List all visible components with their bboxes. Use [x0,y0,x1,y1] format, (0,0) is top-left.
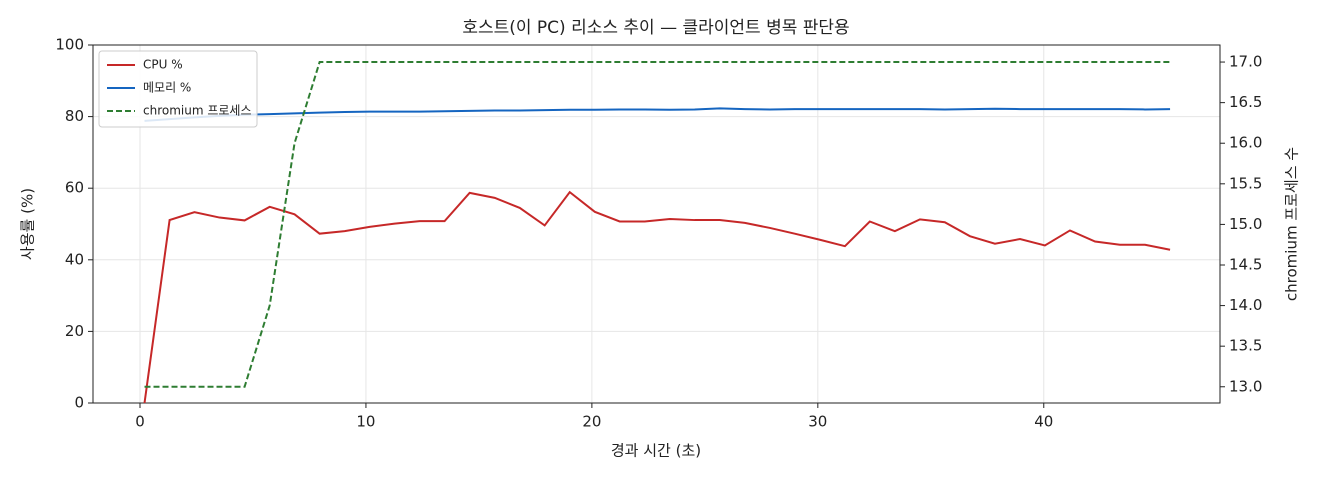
series-line [144,107,1171,122]
y-tick-label: 20 [65,322,84,340]
x-axis-label: 경과 시간 (초) [611,442,701,460]
legend-label: CPU % [143,58,183,72]
y2-tick-label: 14.5 [1229,255,1262,273]
chart-title: 호스트(이 PC) 리소스 추이 — 클라이언트 병목 판단용 [462,18,849,38]
x-tick-label: 30 [808,413,827,431]
legend-label: 메모리 % [143,81,191,95]
y2-tick-label: 14.0 [1229,296,1262,314]
y-tick-label: 0 [74,394,84,412]
y2-tick-label: 16.5 [1229,93,1262,111]
x-tick-label: 20 [582,413,601,431]
x-tick-label: 0 [135,413,145,431]
legend-label: chromium 프로세스 [143,104,252,118]
legend-box [98,50,258,128]
y-tick-label: 60 [65,179,84,197]
y2-tick-label: 15.5 [1229,174,1262,192]
y2-tick-label: 17.0 [1229,53,1262,71]
y2-tick-label: 15.0 [1229,215,1262,233]
y-tick-label: 40 [65,250,84,268]
y2-tick-label: 13.0 [1229,377,1262,395]
y-tick-label: 100 [55,36,84,54]
y-tick-label: 80 [65,107,84,125]
legend: CPU % 메모리 % chromium 프로세스 [98,50,258,128]
y2-axis-label: chromium 프로세스 수 [1283,147,1301,301]
plot-frame [92,44,1221,404]
series-line [144,61,1171,388]
series-line [143,190,1171,404]
y-axis-label: 사용률 (%) [19,188,37,260]
y2-tick-label: 13.5 [1229,337,1262,355]
x-tick-label: 40 [1034,413,1053,431]
x-tick-label: 10 [356,413,375,431]
y2-tick-label: 16.0 [1229,134,1262,152]
